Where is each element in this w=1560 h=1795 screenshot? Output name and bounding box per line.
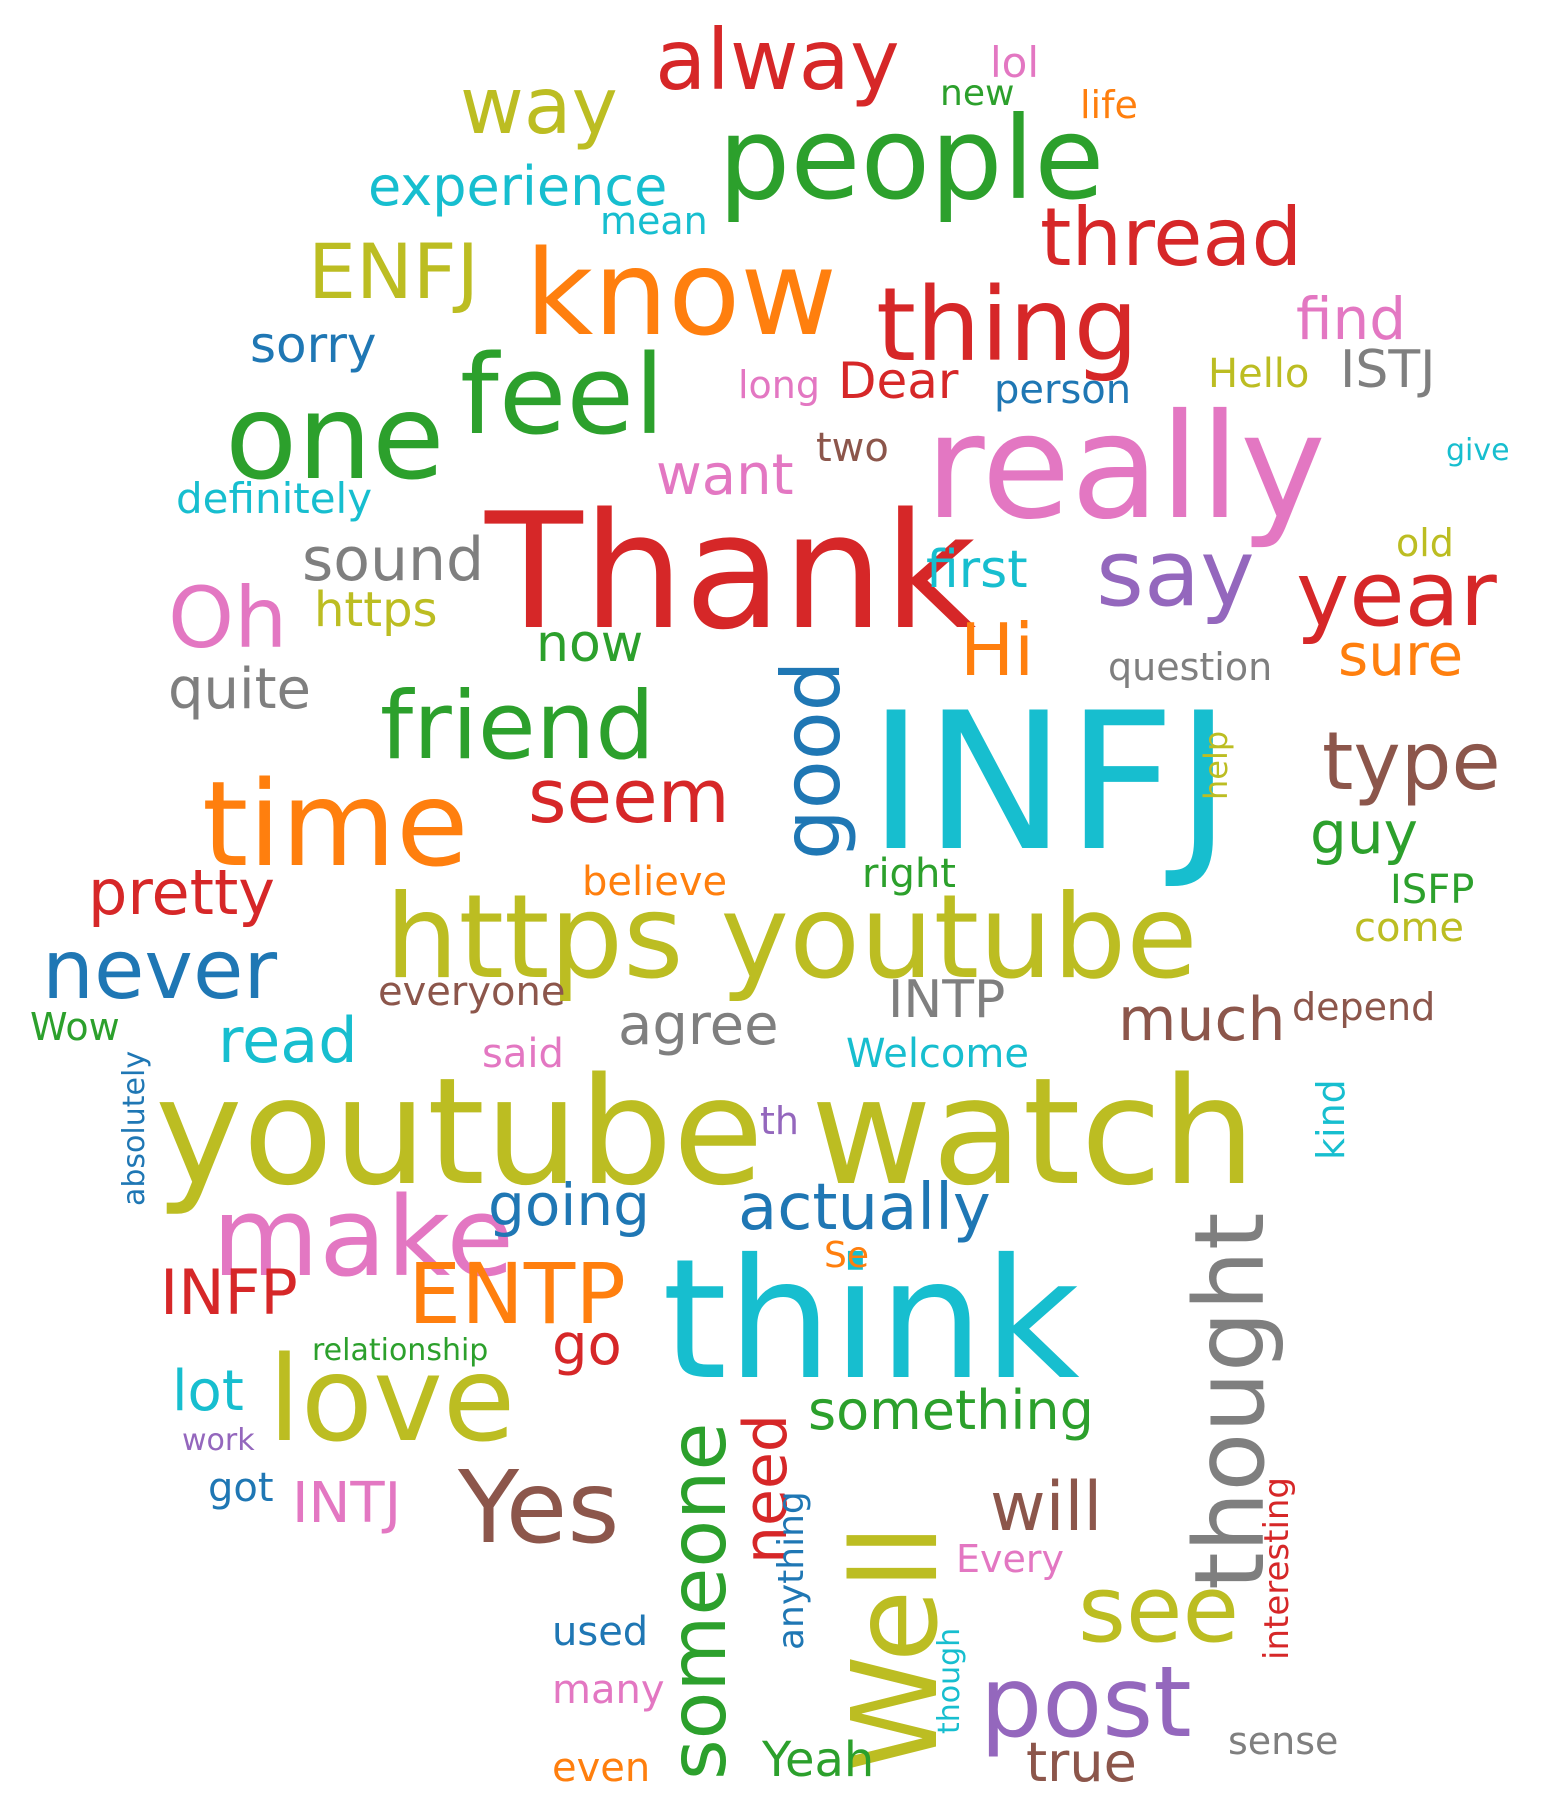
word-hello: Hello [1208, 351, 1310, 397]
word-never: never [42, 923, 278, 1018]
word-want: want [656, 443, 794, 508]
word-everyone: everyone [378, 969, 566, 1015]
word-new: new [940, 73, 1015, 114]
word-true: true [1026, 1731, 1137, 1794]
word-alway: alway [655, 11, 900, 109]
word-come: come [1354, 905, 1465, 951]
word-infp: INFP [160, 1256, 298, 1329]
word-love: love [268, 1330, 516, 1468]
word-guy: guy [1310, 799, 1418, 867]
word-give: give [1446, 433, 1510, 468]
word-question: question [1108, 645, 1273, 689]
word-time: time [202, 755, 469, 893]
word-welcome: Welcome [846, 1031, 1029, 1077]
word-really: really [925, 383, 1326, 552]
word-make: make [212, 1173, 515, 1301]
word-now: now [536, 614, 644, 674]
word-used: used [552, 1609, 649, 1655]
word-istj: ISTJ [1340, 340, 1436, 400]
word-something: something [808, 1379, 1094, 1442]
word-pretty: pretty [88, 856, 275, 929]
word-find: find [1296, 285, 1407, 353]
word-enfj: ENFJ [308, 227, 479, 316]
word-experience: experience [368, 155, 668, 218]
word-right: right [862, 851, 956, 897]
word-yes: Yes [458, 1449, 620, 1566]
word-way: way [460, 62, 618, 152]
word-relationship: relationship [312, 1333, 489, 1368]
word-go: go [552, 1313, 622, 1378]
word-work: work [182, 1423, 255, 1458]
word-know: know [525, 224, 837, 362]
word-believe: believe [582, 859, 728, 905]
word-lol: lol [990, 38, 1040, 87]
word-much: much [1118, 985, 1286, 1055]
word-will: will [990, 1468, 1103, 1547]
word-friend: friend [380, 672, 655, 781]
word-https: https [314, 582, 438, 638]
word-thread: thread [1040, 191, 1303, 284]
word-say: say [1096, 520, 1255, 627]
word-got: got [208, 1465, 274, 1511]
word-even: even [552, 1745, 651, 1791]
word-kind: kind [1309, 1079, 1353, 1160]
word-though: though [932, 1627, 967, 1734]
word-mean: mean [600, 199, 708, 243]
word-actually: actually [738, 1171, 991, 1245]
word-entp: ENTP [408, 1245, 626, 1343]
word-thing: thing [876, 266, 1139, 385]
word-https-youtube: https youtube [385, 870, 1198, 1005]
word-think: think [662, 1224, 1080, 1417]
word-lot: lot [172, 1359, 244, 1424]
word-see: see [1078, 1556, 1240, 1663]
word-many: many [552, 1667, 665, 1713]
word-good: good [765, 660, 858, 860]
word-thank: Thank [485, 478, 977, 665]
word-intj: INTJ [292, 1471, 402, 1536]
word-help: help [1197, 730, 1235, 800]
word-intp: INTP [888, 970, 1006, 1030]
word-one: one [225, 368, 445, 506]
word-life: life [1080, 83, 1138, 127]
word-year: year [1296, 542, 1497, 647]
word-th: th [760, 1099, 799, 1143]
word-depend: depend [1292, 985, 1436, 1029]
word-post: post [980, 1646, 1192, 1760]
word-agree: agree [618, 993, 779, 1058]
word-dear: Dear [838, 352, 959, 410]
word-hi: Hi [960, 608, 1035, 692]
word-going: going [488, 1171, 650, 1239]
word-anything: anything [771, 1491, 812, 1650]
word-old: old [1396, 521, 1454, 565]
word-feel: feel [460, 331, 665, 459]
word-youtube-watch: youtube watch [155, 1046, 1256, 1218]
word-definitely: definitely [176, 474, 373, 523]
word-sound: sound [302, 525, 485, 595]
word-read: read [218, 1004, 358, 1077]
word-someone: someone [654, 1422, 744, 1780]
word-isfp: ISFP [1390, 867, 1475, 913]
word-se: Se [824, 1235, 869, 1276]
word-sure: sure [1338, 621, 1464, 689]
word-people: people [718, 92, 1105, 225]
word-sense: sense [1228, 1719, 1339, 1763]
word-infj: INFJ [868, 672, 1232, 893]
word-yeah: Yeah [762, 1732, 875, 1788]
word-first: first [926, 540, 1028, 600]
word-type: type [1322, 715, 1501, 808]
word-seem: seem [528, 754, 730, 840]
word-sorry: sorry [250, 316, 377, 374]
word-absolutely: absolutely [117, 1050, 152, 1206]
word-interesting: interesting [1257, 1476, 1297, 1660]
word-person: person [994, 367, 1132, 413]
word-quite: quite [168, 657, 312, 722]
word-said: said [482, 1031, 564, 1077]
word-long: long [738, 363, 821, 407]
word-wow: Wow [30, 1005, 120, 1049]
word-two: two [816, 425, 889, 471]
word-oh: Oh [168, 569, 288, 667]
word-every: Every [956, 1537, 1064, 1581]
